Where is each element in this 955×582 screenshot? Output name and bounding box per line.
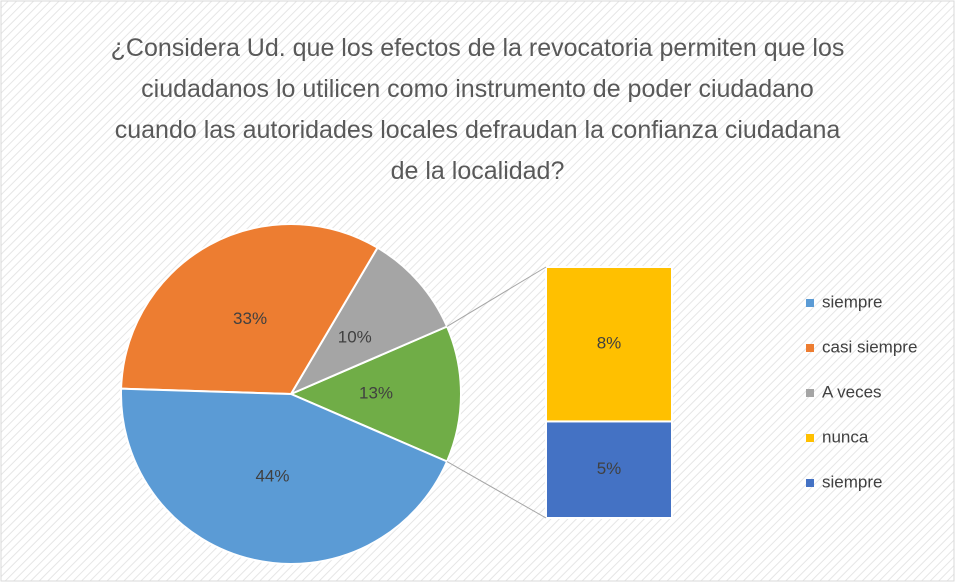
legend-label: nunca <box>822 427 869 446</box>
legend-label: A veces <box>822 382 882 401</box>
data-label: 10% <box>338 327 372 346</box>
legend-swatch <box>806 344 814 352</box>
connector <box>446 461 547 519</box>
pie-slice <box>288 325 462 463</box>
bar-segment <box>545 420 673 520</box>
data-label: 33% <box>233 309 267 328</box>
pie-slice <box>120 223 379 396</box>
legend-label: siempre <box>822 472 882 491</box>
legend-swatch <box>806 389 814 397</box>
legend-swatch <box>806 299 814 307</box>
data-label: 5% <box>597 459 622 478</box>
legend-swatch <box>806 479 814 487</box>
data-label: 8% <box>597 334 622 353</box>
data-label: 44% <box>255 466 289 485</box>
connector <box>446 266 547 327</box>
legend-swatch <box>806 434 814 442</box>
pie-slice <box>120 387 449 565</box>
legend-label: siempre <box>822 292 882 311</box>
legend-label: casi siempre <box>822 337 917 356</box>
data-label: 13% <box>359 383 393 402</box>
pie-slice <box>288 246 449 397</box>
chart-title: ¿Considera Ud. que los efectos de la rev… <box>110 34 845 185</box>
